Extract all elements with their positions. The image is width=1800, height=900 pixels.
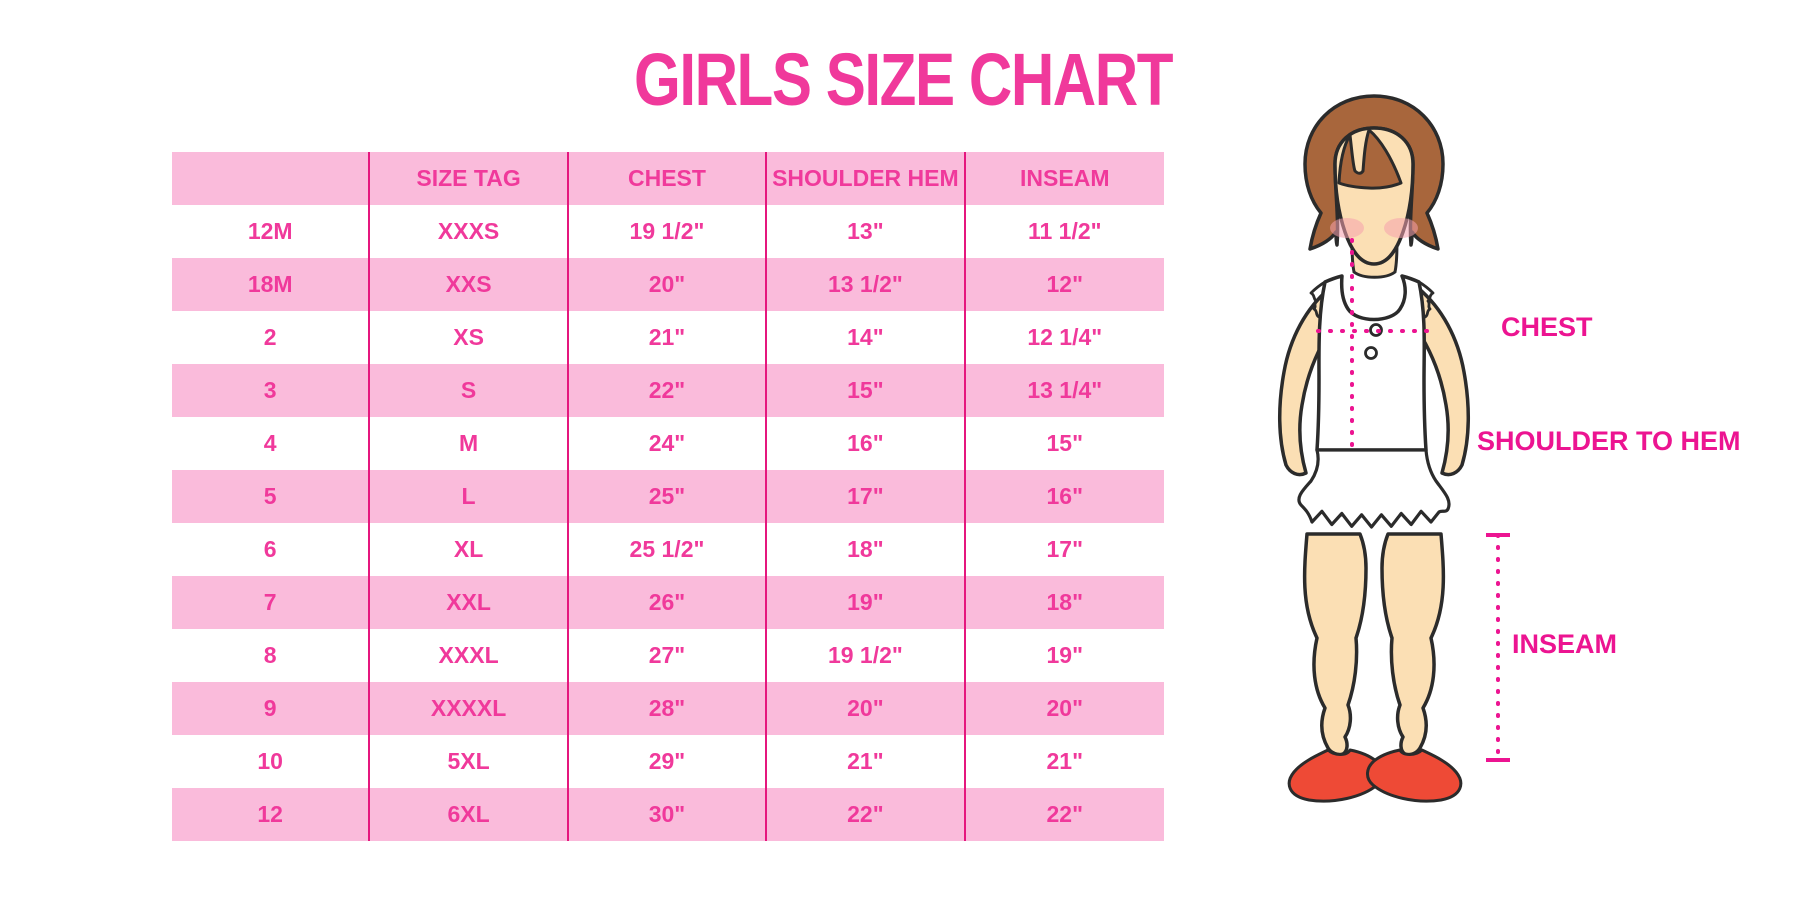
- svg-text:CHEST: CHEST: [1501, 312, 1593, 342]
- svg-text:SHOULDER TO HEM: SHOULDER TO HEM: [1477, 426, 1741, 456]
- svg-text:INSEAM: INSEAM: [1512, 629, 1617, 659]
